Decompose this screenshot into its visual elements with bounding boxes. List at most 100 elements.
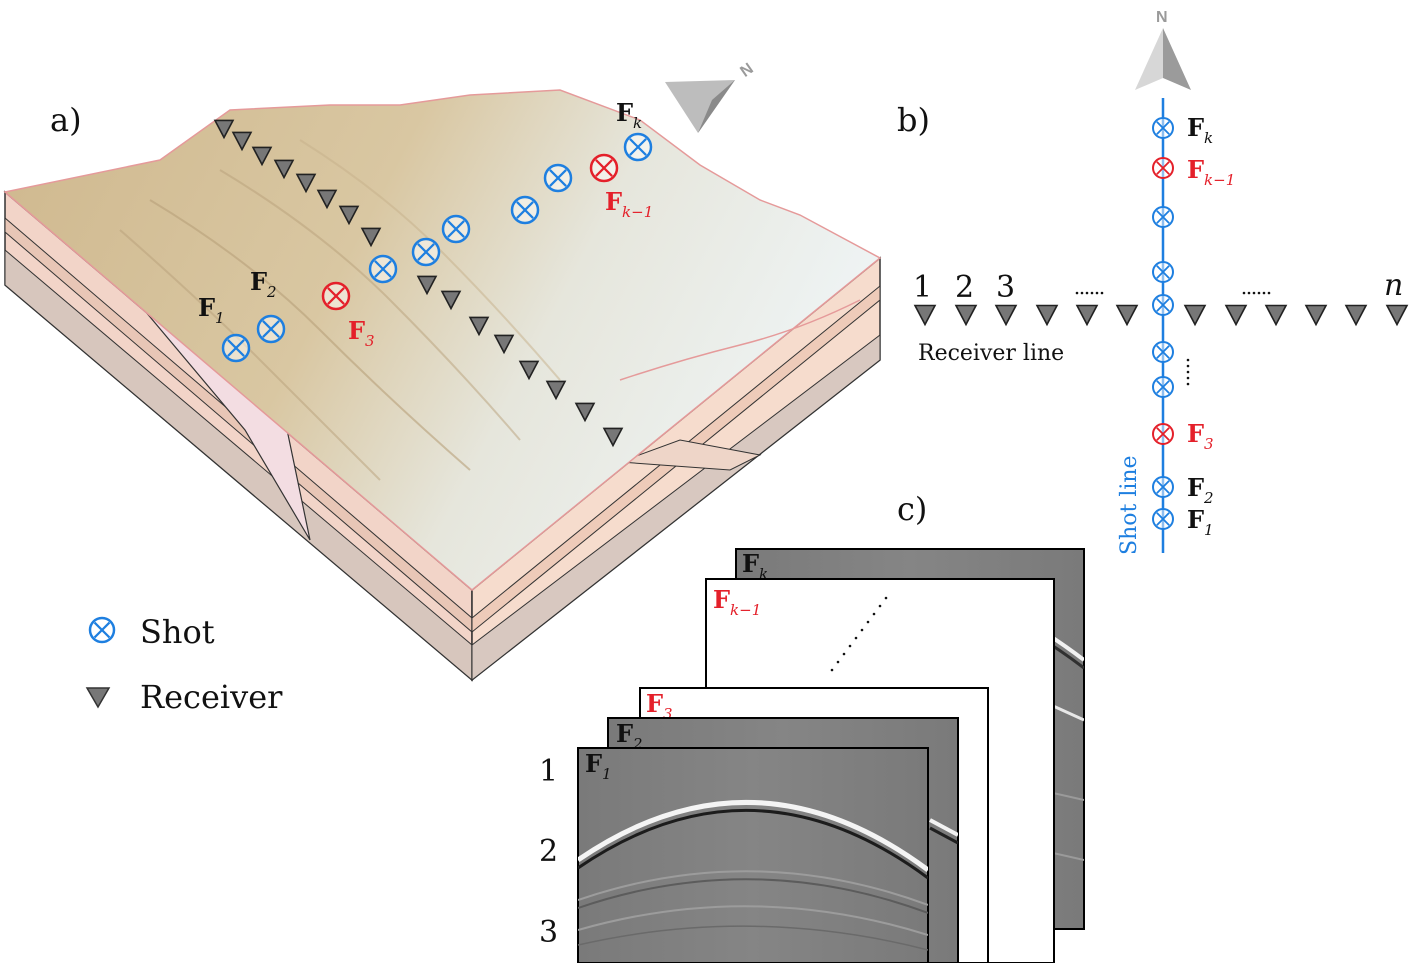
row-number-3: 3 (539, 915, 558, 950)
map-shot-icon (441, 214, 471, 244)
terrain-surface (3, 89, 882, 591)
terrain-ridge (219, 169, 521, 441)
receiver-line-receiver-icon (1224, 304, 1248, 327)
map-label-fk-1: Fk−1 (605, 187, 653, 221)
map-shot-icon (321, 281, 351, 311)
shot-line-shots (1152, 117, 1174, 530)
shot-line-shot-icon (1152, 261, 1174, 283)
map-receiver-icon (316, 189, 338, 210)
receiver-line-receiver-icon (954, 304, 978, 327)
map-receiver-icon (545, 380, 567, 401)
coastline (619, 299, 861, 381)
b-label-f3: F3 (1187, 419, 1214, 453)
shot-line-shot-icon (1152, 206, 1174, 228)
shot-line-shot-icon (1152, 117, 1174, 139)
map-shot-icon (589, 153, 619, 183)
receiver-number-2: 2 (955, 270, 974, 305)
gather-label-fk: Fk (742, 549, 768, 583)
ellipsis-dots (1075, 291, 1271, 386)
panel-label-b: b) (897, 101, 930, 139)
seismic-events (578, 799, 928, 951)
gather-label-fk-1: Fk−1 (713, 585, 761, 619)
layer-band (471, 333, 881, 682)
b-label-f2: F2 (1187, 473, 1214, 507)
north-letter-tilted: N (737, 60, 756, 81)
map-receiver-icon (251, 146, 273, 167)
legend: Shot Receiver (85, 613, 283, 716)
map-receiver-icon (213, 119, 235, 140)
receiver-line-receiver-icon (1264, 304, 1288, 327)
receiver-line-receiver-icon (1385, 304, 1409, 327)
receiver-number-3: 3 (996, 270, 1015, 305)
terrain-block (3, 89, 882, 682)
map-shot-icon (543, 163, 573, 193)
legend-shot-label: Shot (140, 613, 215, 651)
row-number-2: 2 (539, 834, 558, 869)
map-shot-icon (256, 314, 286, 344)
map-shot-icon (221, 333, 251, 363)
receiver-line-receiver-icon (1075, 304, 1099, 327)
gather-label-f2: F2 (616, 719, 643, 753)
receiver-line-receivers (913, 304, 1409, 327)
row-number-1: 1 (539, 754, 558, 789)
map-label-fk: Fk (616, 98, 642, 132)
receiver-line-receiver-icon (1115, 304, 1139, 327)
shot-line-shot-icon (1152, 423, 1174, 445)
shot-line-shot-icon (1152, 294, 1174, 316)
terrain-ridge (119, 229, 381, 481)
legend-shot-symbol (88, 616, 116, 644)
map-label-f3: F3 (348, 316, 375, 350)
shot-line-shot-icon (1152, 376, 1174, 398)
map-receivers (213, 119, 624, 448)
map-receiver-icon (493, 334, 515, 355)
map-receiver-icon (295, 173, 317, 194)
b-label-f1: F1 (1187, 505, 1214, 539)
receiver-line-receiver-icon (1183, 304, 1207, 327)
gather-ellipsis (830, 596, 888, 672)
map-receiver-icon (338, 205, 360, 226)
map-shot-icon (623, 132, 653, 162)
receiver-line-receiver-icon (913, 304, 937, 327)
map-receiver-icon (440, 290, 462, 311)
gather-label-f1: F1 (585, 749, 612, 783)
map-receiver-icon (518, 360, 540, 381)
shot-line-shot-icon (1152, 341, 1174, 363)
gather-panel (577, 747, 929, 963)
shot-line-shot-icon (1152, 508, 1174, 530)
panel-label-a: a) (50, 101, 82, 139)
north-letter: N (1156, 9, 1168, 26)
panel-label-c: c) (897, 490, 927, 528)
map-receiver-icon (273, 159, 295, 180)
north-arrow-icon: N (1135, 9, 1191, 90)
map-receiver-icon (468, 316, 490, 337)
map-label-f2: F2 (250, 267, 277, 301)
receiver-line-label: Receiver line (918, 341, 1064, 366)
receiver-number-1: 1 (913, 270, 932, 305)
map-shot-icon (368, 254, 398, 284)
shot-line-label: Shot line (1117, 455, 1142, 555)
map-shots (221, 132, 653, 363)
shot-line-shot-icon (1152, 157, 1174, 179)
legend-receiver-icon (85, 687, 111, 709)
map-receiver-icon (231, 131, 253, 152)
shot-line-shot-icon (1152, 476, 1174, 498)
legend-receiver-label: Receiver (140, 678, 283, 716)
legend-shot-icon (88, 616, 116, 644)
gather-f1: F1 (577, 747, 929, 963)
b-label-fk-1: Fk−1 (1187, 155, 1235, 189)
receiver-number-n: n (1384, 268, 1403, 303)
b-label-fk: Fk (1187, 113, 1213, 147)
map-label-f1: F1 (198, 293, 225, 327)
receiver-line-receiver-icon (994, 304, 1018, 327)
map-receiver-icon (360, 227, 382, 248)
north-arrow-icon-tilted: N (665, 60, 757, 133)
receiver-line-receiver-icon (1304, 304, 1328, 327)
map-receiver-icon (574, 402, 596, 423)
map-shot-icon (510, 195, 540, 225)
receiver-line-receiver-icon (1344, 304, 1368, 327)
map-receiver-icon (602, 427, 624, 448)
map-shot-icon (411, 237, 441, 267)
terrain-ridge (149, 199, 471, 471)
